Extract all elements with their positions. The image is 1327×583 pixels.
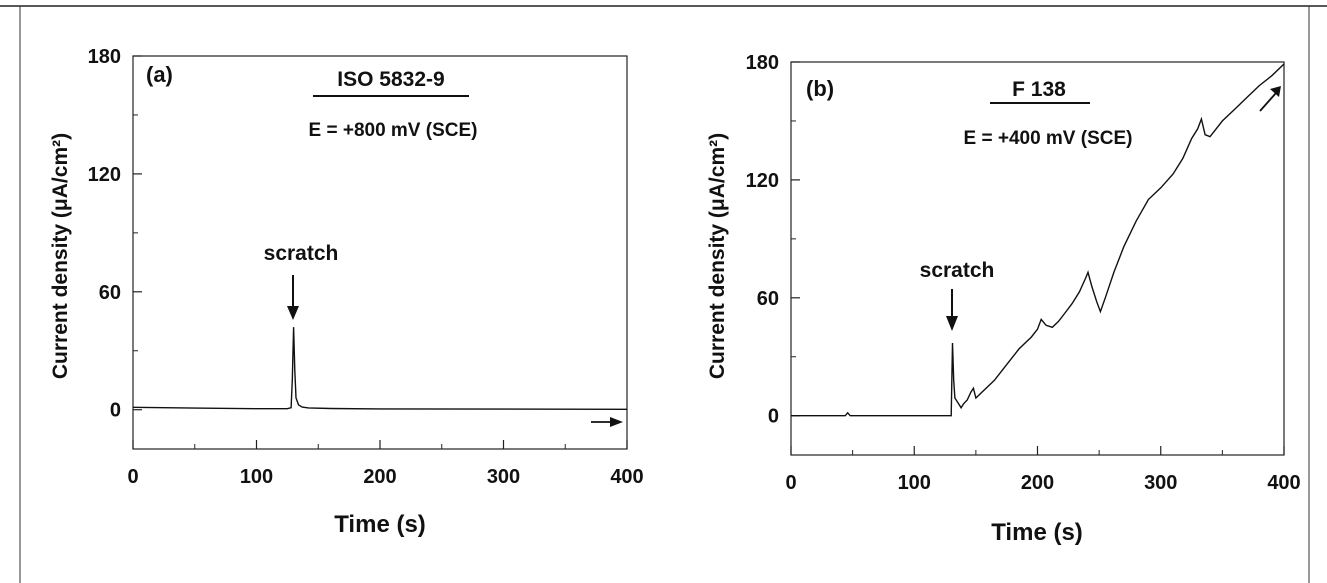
panel-label: (a) [146, 62, 173, 87]
y-tick-label: 120 [88, 164, 121, 186]
scratch-annotation: scratch [264, 242, 339, 265]
x-tick-label: 200 [1021, 472, 1054, 494]
scratch-annotation: scratch [920, 259, 995, 282]
tick-labels: 0 100 200 300 400 0 60 120 180 [746, 52, 1301, 494]
continuation-arrow [1259, 86, 1281, 112]
y-tick-label: 60 [757, 288, 779, 310]
continuation-arrow [591, 417, 623, 427]
y-tick-label: 120 [746, 170, 779, 192]
ticks [790, 61, 1285, 455]
y-axis-title: Current density (μA/cm²) [706, 133, 729, 379]
ticks [132, 55, 628, 449]
series-line [791, 63, 1285, 417]
chart-title: ISO 5832-9 [337, 68, 444, 91]
x-axis-title: Time (s) [334, 511, 426, 538]
y-tick-label: 180 [88, 46, 121, 68]
x-tick-label: 300 [1144, 472, 1177, 494]
y-axis-title: Current density (μA/cm²) [49, 133, 72, 379]
x-tick-label: 0 [785, 472, 796, 494]
x-tick-label: 400 [610, 466, 643, 488]
y-tick-label: 0 [110, 400, 121, 422]
y-tick-label: 0 [768, 406, 779, 428]
x-axis-title: Time (s) [991, 519, 1083, 546]
x-tick-label: 300 [487, 466, 520, 488]
x-tick-label: 100 [240, 466, 273, 488]
tick-labels: 0 100 200 300 400 0 60 120 180 [88, 46, 644, 488]
plot-area [132, 55, 628, 450]
x-tick-label: 400 [1267, 472, 1300, 494]
x-tick-label: 0 [127, 466, 138, 488]
panel-b: 0 100 200 300 400 0 60 120 180 (b) F 138 E = +40… [706, 52, 1301, 546]
y-tick-label: 60 [99, 282, 121, 304]
y-tick-label: 180 [746, 52, 779, 74]
x-tick-label: 100 [898, 472, 931, 494]
x-tick-label: 200 [363, 466, 396, 488]
scratch-arrow [287, 275, 299, 320]
condition-label: E = +400 mV (SCE) [964, 128, 1133, 149]
plot-area [790, 61, 1285, 456]
scratch-arrow [946, 289, 958, 331]
panel-label: (b) [806, 76, 834, 101]
chart-title: F 138 [1012, 78, 1066, 101]
series-line [132, 327, 628, 410]
panel-a: 0 100 200 300 400 0 60 120 180 (a) ISO 5832-9 E … [49, 46, 644, 538]
condition-label: E = +800 mV (SCE) [309, 120, 478, 141]
